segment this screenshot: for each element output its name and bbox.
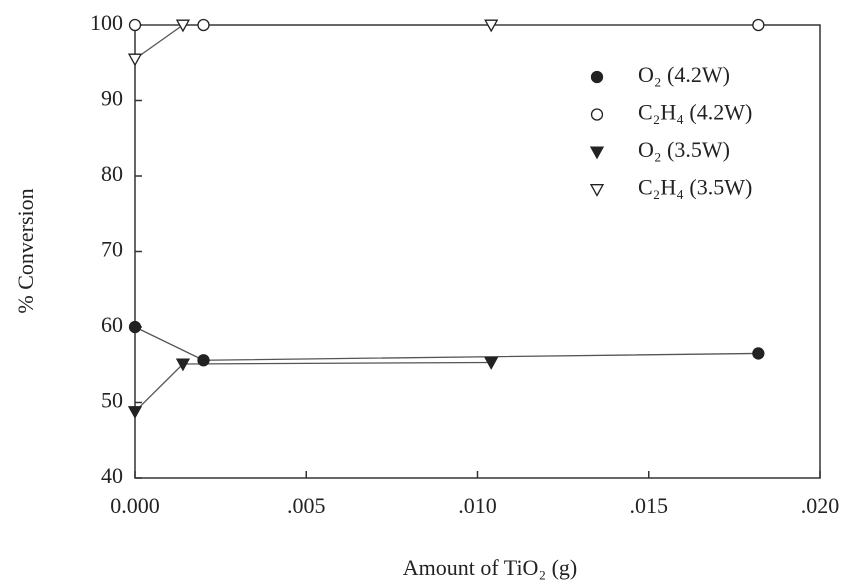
plot-frame <box>134 24 821 479</box>
y-tick-label: 50 <box>101 388 123 413</box>
point <box>197 354 210 367</box>
legend-label: C₂H₄ (4.2W) <box>638 100 752 125</box>
x-tick-label: .015 <box>630 493 669 518</box>
point <box>197 18 210 32</box>
y-axis-label: % Conversion <box>13 188 38 313</box>
series-line <box>134 326 759 361</box>
y-tick-label: 90 <box>101 86 123 111</box>
x-tick-label: .010 <box>458 493 497 518</box>
legend-label: C₂H₄ (3.5W) <box>638 175 752 200</box>
legend-marker <box>589 184 605 197</box>
point <box>752 347 765 360</box>
point <box>175 358 191 372</box>
y-tick-label: 60 <box>101 312 123 337</box>
point <box>128 320 142 334</box>
x-axis-label: Amount of TiO₂ (g) <box>403 555 578 580</box>
series-line <box>134 24 492 60</box>
point <box>484 357 499 370</box>
point <box>127 406 143 419</box>
y-tick-label: 80 <box>101 161 123 186</box>
x-tick-label: .020 <box>801 493 840 518</box>
y-tick-label: 70 <box>101 237 123 262</box>
legend-marker <box>589 146 605 160</box>
series-line <box>134 361 492 413</box>
point <box>127 53 143 67</box>
point <box>484 19 499 33</box>
point <box>752 18 765 32</box>
x-tick-label: 0.000 <box>110 493 160 518</box>
y-tick-label: 40 <box>101 463 123 488</box>
point <box>128 18 142 32</box>
x-tick-label: .005 <box>287 493 326 518</box>
y-tick-label: 100 <box>90 10 123 35</box>
legend-label: O₂ (4.2W) <box>638 62 730 87</box>
point <box>175 19 191 33</box>
legend-marker <box>590 70 604 84</box>
legend-label: O₂ (3.5W) <box>638 137 730 162</box>
legend-marker <box>590 108 604 121</box>
